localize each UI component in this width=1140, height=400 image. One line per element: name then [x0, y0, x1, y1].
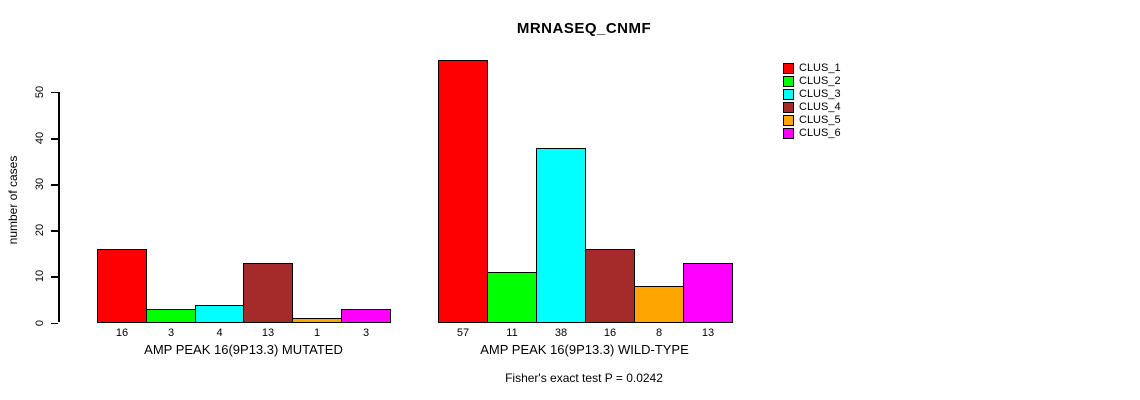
y-tick-label: 40: [34, 131, 46, 145]
bar-value-label: 1: [313, 327, 321, 339]
legend-item: CLUS_5: [783, 114, 841, 127]
legend-swatch-clus_6: [783, 128, 794, 139]
bar-clus_5: [292, 317, 342, 323]
bar-clus_6: [683, 262, 733, 323]
bar-clus_3: [536, 147, 586, 323]
bar-value-label: 57: [456, 327, 470, 339]
bar-clus_2: [487, 271, 537, 323]
y-tick: [51, 138, 58, 140]
bar-value-label: 3: [167, 327, 175, 339]
y-axis-line: [58, 91, 60, 323]
y-tick: [51, 184, 58, 186]
legend-item: CLUS_6: [783, 127, 841, 140]
bar-value-label: 3: [362, 327, 370, 339]
legend-item: CLUS_4: [783, 101, 841, 114]
y-tick-label: 20: [34, 224, 46, 237]
bar-value-label: 13: [261, 327, 275, 339]
bar-value-label: 16: [603, 327, 617, 339]
bar-clus_5: [634, 285, 684, 323]
bar-clus_4: [585, 248, 635, 323]
y-tick-label: 30: [34, 178, 46, 191]
y-tick: [51, 322, 58, 324]
legend-swatch-clus_5: [783, 115, 794, 126]
bar-clus_1: [97, 248, 147, 323]
bar-value-label: 38: [554, 327, 568, 339]
legend-item: CLUS_2: [783, 75, 841, 88]
chart-title: MRNASEQ_CNMF: [516, 20, 652, 37]
legend-item: CLUS_1: [783, 62, 841, 75]
bar-value-label: 11: [506, 327, 518, 339]
legend-swatch-clus_1: [783, 63, 794, 74]
x-category-label: AMP PEAK 16(9P13.3) WILD-TYPE: [480, 342, 689, 357]
bar-clus_2: [146, 308, 196, 323]
y-tick: [51, 276, 58, 278]
legend-label: CLUS_2: [799, 75, 841, 87]
y-tick-label: 50: [34, 85, 46, 99]
legend-item: CLUS_3: [783, 88, 841, 101]
y-tick: [51, 91, 58, 94]
legend-label: CLUS_1: [799, 62, 841, 74]
bar-value-label: 16: [115, 327, 129, 339]
y-tick: [51, 230, 58, 232]
bar-clus_1: [438, 59, 488, 323]
legend-label: CLUS_3: [799, 88, 841, 100]
legend-label: CLUS_6: [799, 127, 841, 139]
legend-label: CLUS_5: [799, 114, 841, 126]
bar-value-label: 8: [655, 327, 663, 339]
y-tick-label: 0: [34, 319, 46, 326]
bar-value-label: 4: [216, 327, 223, 339]
fisher-test-annotation: Fisher's exact test P = 0.0242: [505, 371, 663, 385]
bar-clus_4: [243, 262, 293, 323]
bar-value-label: 13: [701, 327, 715, 339]
legend-swatch-clus_3: [783, 89, 794, 100]
legend-label: CLUS_4: [799, 101, 841, 113]
bar-clus_6: [341, 308, 391, 323]
y-tick-label: 10: [34, 270, 46, 283]
legend-swatch-clus_4: [783, 102, 794, 113]
x-category-label: AMP PEAK 16(9P13.3) MUTATED: [144, 342, 343, 357]
bar-clus_3: [195, 304, 244, 323]
legend: CLUS_1 CLUS_2 CLUS_3 CLUS_4 CLUS_5 CLUS_6: [783, 62, 841, 140]
legend-swatch-clus_2: [783, 76, 794, 87]
